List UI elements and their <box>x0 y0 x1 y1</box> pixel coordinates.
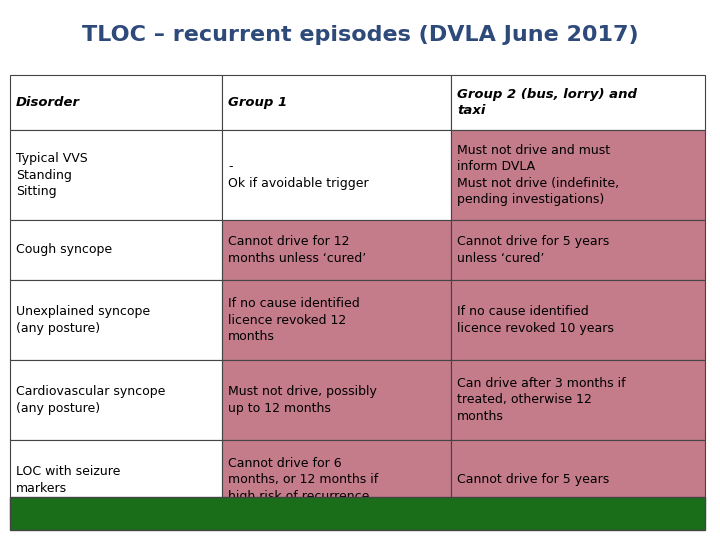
Text: Cough syncope: Cough syncope <box>16 244 112 256</box>
Bar <box>10 440 222 520</box>
Text: Group 2 (bus, lorry) and
taxi: Group 2 (bus, lorry) and taxi <box>457 87 637 117</box>
Bar <box>451 75 705 130</box>
Bar <box>10 75 222 130</box>
Text: Can drive after 3 months if
treated, otherwise 12
months: Can drive after 3 months if treated, oth… <box>457 377 626 423</box>
Text: Unexplained syncope
(any posture): Unexplained syncope (any posture) <box>16 305 150 335</box>
Bar <box>222 220 451 280</box>
Text: Group 1: Group 1 <box>228 96 287 109</box>
Text: Cannot drive for 5 years
unless ‘cured’: Cannot drive for 5 years unless ‘cured’ <box>457 235 610 265</box>
Bar <box>451 220 705 280</box>
Text: Disorder: Disorder <box>16 96 80 109</box>
Text: Cannot drive for 5 years: Cannot drive for 5 years <box>457 474 610 487</box>
Bar <box>222 130 451 220</box>
Bar <box>10 497 705 530</box>
Text: TLOC – recurrent episodes (DVLA June 2017): TLOC – recurrent episodes (DVLA June 201… <box>81 25 639 45</box>
Bar <box>10 130 222 220</box>
Text: Must not drive and must
inform DVLA
Must not drive (indefinite,
pending investig: Must not drive and must inform DVLA Must… <box>457 144 619 206</box>
Bar <box>222 440 451 520</box>
Bar <box>451 440 705 520</box>
Bar <box>10 280 222 360</box>
Text: Typical VVS
Standing
Sitting: Typical VVS Standing Sitting <box>16 152 88 198</box>
Text: Cardiovascular syncope
(any posture): Cardiovascular syncope (any posture) <box>16 385 166 415</box>
Text: Cannot drive for 12
months unless ‘cured’: Cannot drive for 12 months unless ‘cured… <box>228 235 366 265</box>
Text: If no cause identified
licence revoked 10 years: If no cause identified licence revoked 1… <box>457 305 614 335</box>
Bar <box>222 75 451 130</box>
Bar <box>451 360 705 440</box>
Bar <box>451 280 705 360</box>
Bar <box>10 220 222 280</box>
Bar <box>451 130 705 220</box>
Bar <box>10 360 222 440</box>
Bar <box>222 360 451 440</box>
Text: If no cause identified
licence revoked 12
months: If no cause identified licence revoked 1… <box>228 297 360 343</box>
Text: Cannot drive for 6
months, or 12 months if
high risk of recurrence: Cannot drive for 6 months, or 12 months … <box>228 457 378 503</box>
Text: LOC with seizure
markers: LOC with seizure markers <box>16 465 120 495</box>
Bar <box>222 280 451 360</box>
Text: -
Ok if avoidable trigger: - Ok if avoidable trigger <box>228 160 369 190</box>
Text: Must not drive, possibly
up to 12 months: Must not drive, possibly up to 12 months <box>228 385 377 415</box>
